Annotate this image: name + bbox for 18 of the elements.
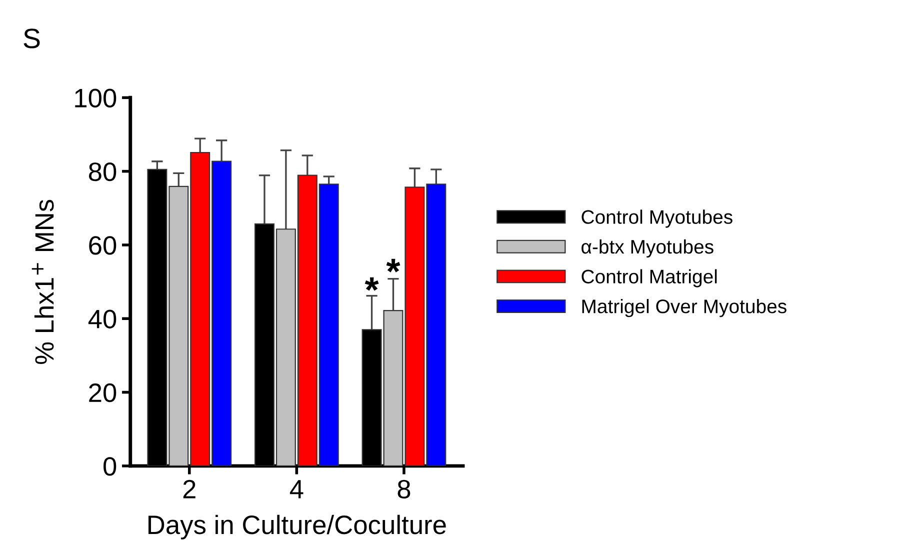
legend-label: Matrigel Over Myotubes bbox=[582, 299, 786, 318]
legend-label: Control Matrigel bbox=[582, 269, 717, 288]
annotation: * bbox=[364, 277, 379, 291]
y-tick-label: 100 bbox=[75, 88, 116, 108]
y-tick-label: 80 bbox=[88, 162, 116, 182]
legend-label: α-btx Myotubes bbox=[582, 239, 714, 258]
x-tick-label: 4 bbox=[290, 480, 304, 498]
y-tick-label: 20 bbox=[89, 383, 116, 402]
y-tick-label: 0 bbox=[104, 457, 116, 476]
x-tick-label: 2 bbox=[183, 480, 196, 498]
chart-title: S bbox=[24, 28, 40, 48]
y-tick-label: 60 bbox=[89, 236, 116, 255]
legend-label: Control Myotubes bbox=[582, 210, 732, 228]
y-axis-title: % Lhx1$^{+}$ MNs bbox=[32, 200, 54, 364]
annotation: * bbox=[386, 258, 400, 272]
x-axis-title: Days in Culture/Coculture bbox=[148, 514, 446, 540]
y-tick-label: 40 bbox=[88, 310, 116, 328]
x-tick-label: 8 bbox=[398, 480, 410, 499]
